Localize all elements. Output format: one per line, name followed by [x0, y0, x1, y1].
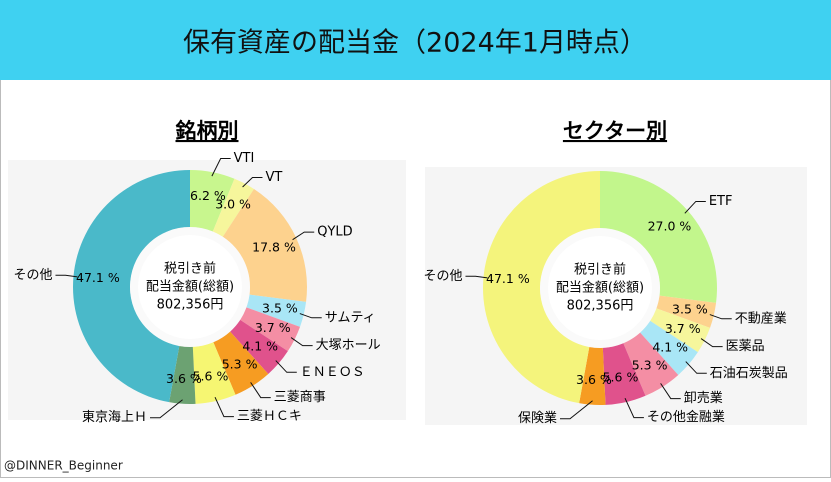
slice-name: サムティ: [325, 310, 376, 325]
leader-line: [700, 338, 723, 348]
leader-line: [624, 397, 644, 419]
center-label: 配当金額(総額): [146, 279, 234, 295]
slice-name: 卸売業: [684, 390, 723, 406]
slice-name: VT: [265, 170, 282, 185]
value-label: 4.1 %: [652, 340, 688, 355]
value-label: 5.6 %: [193, 369, 229, 384]
pie-slice: [222, 189, 307, 302]
value-label: 5.3 %: [632, 358, 668, 373]
pie-slice: [190, 170, 235, 232]
value-label: 3.5 %: [672, 301, 708, 316]
leader-line: [290, 337, 313, 347]
center-hole: [138, 235, 242, 339]
value-label: 3.7 %: [665, 321, 701, 336]
pie-slice: [482, 171, 600, 404]
center-label: 配当金額(総額): [556, 280, 644, 296]
value-label: 5.3 %: [222, 357, 258, 372]
slice-name: 東京海上Ｈ: [82, 409, 147, 425]
slice-name: 三菱ＨＣキ: [237, 409, 302, 424]
pie-slice: [579, 347, 606, 405]
value-label: 47.1 %: [486, 271, 530, 286]
leader-line: [709, 314, 732, 320]
value-label: 6.2 %: [190, 188, 226, 203]
value-label: 3.0 %: [215, 197, 251, 212]
chart-subtitle: 銘柄別: [176, 119, 239, 143]
pie-slice: [230, 319, 288, 374]
value-label: 3.5 %: [262, 300, 298, 315]
value-label: 3.7 %: [255, 320, 291, 335]
center-label: 802,356円: [157, 298, 224, 313]
leader-line: [250, 382, 271, 399]
leader-line: [211, 157, 231, 177]
slice-name: ＥＮＥＯＳ: [300, 365, 365, 380]
center-label: 税引き前: [574, 262, 626, 278]
slice-name: 医薬品: [726, 339, 765, 354]
leader-line: [150, 399, 183, 419]
leader-line: [465, 275, 488, 279]
center-hole: [548, 236, 652, 340]
slice-name: ETF: [709, 194, 733, 209]
pie-slice: [656, 295, 717, 328]
pie-slice: [72, 170, 190, 403]
pie-slice: [640, 320, 698, 375]
slice-name: 保険業: [518, 410, 557, 426]
pie-slice: [650, 308, 711, 353]
pie-slice: [602, 343, 646, 405]
pie-slice: [169, 346, 196, 404]
value-label: 3.6 %: [576, 372, 612, 387]
pie-slice: [192, 342, 236, 404]
leader-line: [560, 400, 593, 420]
leader-line: [660, 383, 681, 400]
leader-line: [685, 361, 707, 374]
pie-slice: [600, 171, 718, 303]
value-label: 4.1 %: [242, 339, 278, 354]
page-title: 保有資産の配当金（2024年1月時点）: [183, 28, 647, 59]
leader-line: [275, 360, 297, 373]
slice-name: 大塚ホール: [316, 338, 381, 353]
header-band: [0, 0, 831, 80]
leader-line: [214, 396, 234, 418]
leader-line: [55, 274, 78, 278]
leader-line: [242, 176, 263, 188]
leader-line: [684, 200, 706, 214]
value-label: 47.1 %: [76, 270, 120, 285]
leader-line: [299, 313, 322, 319]
pie-slice: [240, 307, 301, 352]
credit: @DINNER_Beginner: [4, 459, 123, 473]
slice-name: 三菱商事: [274, 390, 326, 405]
pie-slice: [212, 178, 254, 237]
value-label: 3.6 %: [166, 371, 202, 386]
slice-name: VTI: [234, 151, 255, 166]
slice-name: その他金融業: [647, 409, 725, 425]
slice-name: 石油石炭製品: [710, 366, 788, 381]
slice-name: QYLD: [317, 225, 352, 240]
pie-slice: [213, 331, 269, 395]
slice-name: その他: [423, 269, 462, 284]
leader-line: [292, 231, 315, 241]
center-label: 税引き前: [164, 261, 216, 277]
slice-name: 不動産業: [735, 310, 787, 326]
pie-slice: [623, 332, 679, 396]
value-label: 17.8 %: [252, 240, 296, 255]
value-label: 5.6 %: [603, 370, 639, 385]
slice-name: その他: [13, 268, 52, 283]
value-label: 27.0 %: [648, 218, 692, 233]
center-label: 802,356円: [567, 299, 634, 314]
chart-subtitle: セクター別: [563, 119, 667, 143]
pie-slice: [246, 294, 307, 327]
